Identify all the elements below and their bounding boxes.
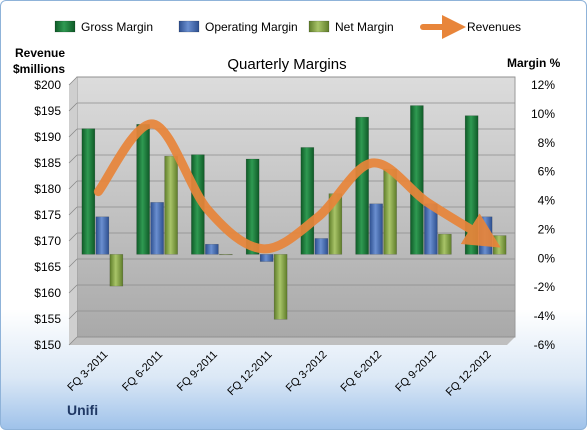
y-left-tick-label: $190 (34, 130, 61, 144)
y-right-tick-label: 10% (531, 107, 555, 121)
gridline-side (68, 128, 78, 138)
gridline-side (68, 206, 78, 216)
gridline-side (68, 102, 78, 112)
x-tick-label: FQ 6-2011 (120, 349, 165, 394)
bar-net-margin (273, 254, 288, 320)
gridline-side (68, 232, 78, 242)
x-tick-label: FQ 12-2011 (225, 349, 274, 398)
y-left-tick-label: $170 (34, 234, 61, 248)
gridline-side (68, 258, 78, 268)
y-left-tick-label: $200 (34, 78, 61, 92)
bar-net-margin (219, 254, 233, 256)
legend-label: Operating Margin (205, 20, 298, 34)
bar-gross-margin (410, 105, 424, 255)
x-tick-label: FQ 3-2012 (284, 349, 330, 395)
x-tick-label: FQ 3-2011 (65, 349, 110, 394)
y-right-tick-label: -4% (534, 309, 556, 323)
bar-operating-margin (369, 203, 383, 255)
gridline-side (68, 336, 78, 346)
company-label: Unifi (67, 402, 98, 418)
bar-net-margin (164, 155, 178, 255)
gridline-side (68, 284, 78, 294)
bar-operating-margin (95, 216, 110, 255)
y-right-tick-label: 12% (531, 78, 555, 92)
y-left-tick-label: $160 (34, 286, 61, 300)
y-right-tick-label: 0% (538, 251, 556, 265)
y-right-tick-label: 8% (538, 136, 556, 150)
legend-swatch-net-margin (308, 20, 330, 33)
legend-label: Net Margin (335, 20, 394, 34)
bar-net-margin (492, 235, 507, 255)
legend-swatch-gross-margin (54, 20, 76, 33)
bar-net-margin (438, 233, 452, 255)
bar-gross-margin (81, 128, 96, 255)
y-right-tick-label: -6% (534, 338, 556, 352)
legend-label: Gross Margin (81, 20, 153, 34)
bar-operating-margin (150, 202, 164, 255)
y-left-tick-label: $165 (34, 260, 61, 274)
bar-gross-margin (245, 158, 260, 255)
y-right-label: Margin % (507, 56, 561, 70)
bar-operating-margin (259, 254, 274, 262)
x-tick-label: FQ 6-2012 (339, 349, 385, 395)
y-left-tick-label: $175 (34, 208, 61, 222)
y-left-tick-label: $180 (34, 182, 61, 196)
gridline-side (68, 76, 78, 86)
bar-operating-margin (205, 243, 219, 255)
gridline-side (68, 154, 78, 164)
bar-gross-margin (300, 147, 315, 255)
bar-gross-margin (355, 116, 369, 255)
chart-floor (69, 337, 515, 345)
y-right-tick-label: 6% (538, 165, 556, 179)
legend-label: Revenues (467, 20, 521, 34)
y-right-tick-label: 2% (538, 222, 556, 236)
y-left-tick-label: $150 (34, 338, 61, 352)
y-left-tick-label: $185 (34, 156, 61, 170)
gridline-side (68, 310, 78, 320)
gridline-side (68, 180, 78, 190)
bar-net-margin (109, 254, 124, 287)
bar-gross-margin (136, 124, 150, 255)
y-left-label-line1: Revenue (15, 46, 65, 60)
y-left-tick-label: $155 (34, 312, 61, 326)
x-tick-label: FQ 9-2012 (393, 349, 439, 395)
x-tick-label: FQ 12-2012 (444, 349, 494, 399)
y-right-tick-label: 4% (538, 194, 556, 208)
revenues-line (93, 119, 501, 254)
y-left-tick-label: $195 (34, 104, 61, 118)
chart-title: Quarterly Margins (227, 56, 346, 73)
y-left-label-line2: $millions (13, 62, 65, 76)
bar-operating-margin (314, 238, 329, 255)
y-right-tick-label: -2% (534, 280, 556, 294)
bar-net-margin (383, 168, 397, 255)
legend-swatch-operating-margin (178, 20, 200, 33)
x-tick-label: FQ 9-2011 (175, 349, 220, 394)
